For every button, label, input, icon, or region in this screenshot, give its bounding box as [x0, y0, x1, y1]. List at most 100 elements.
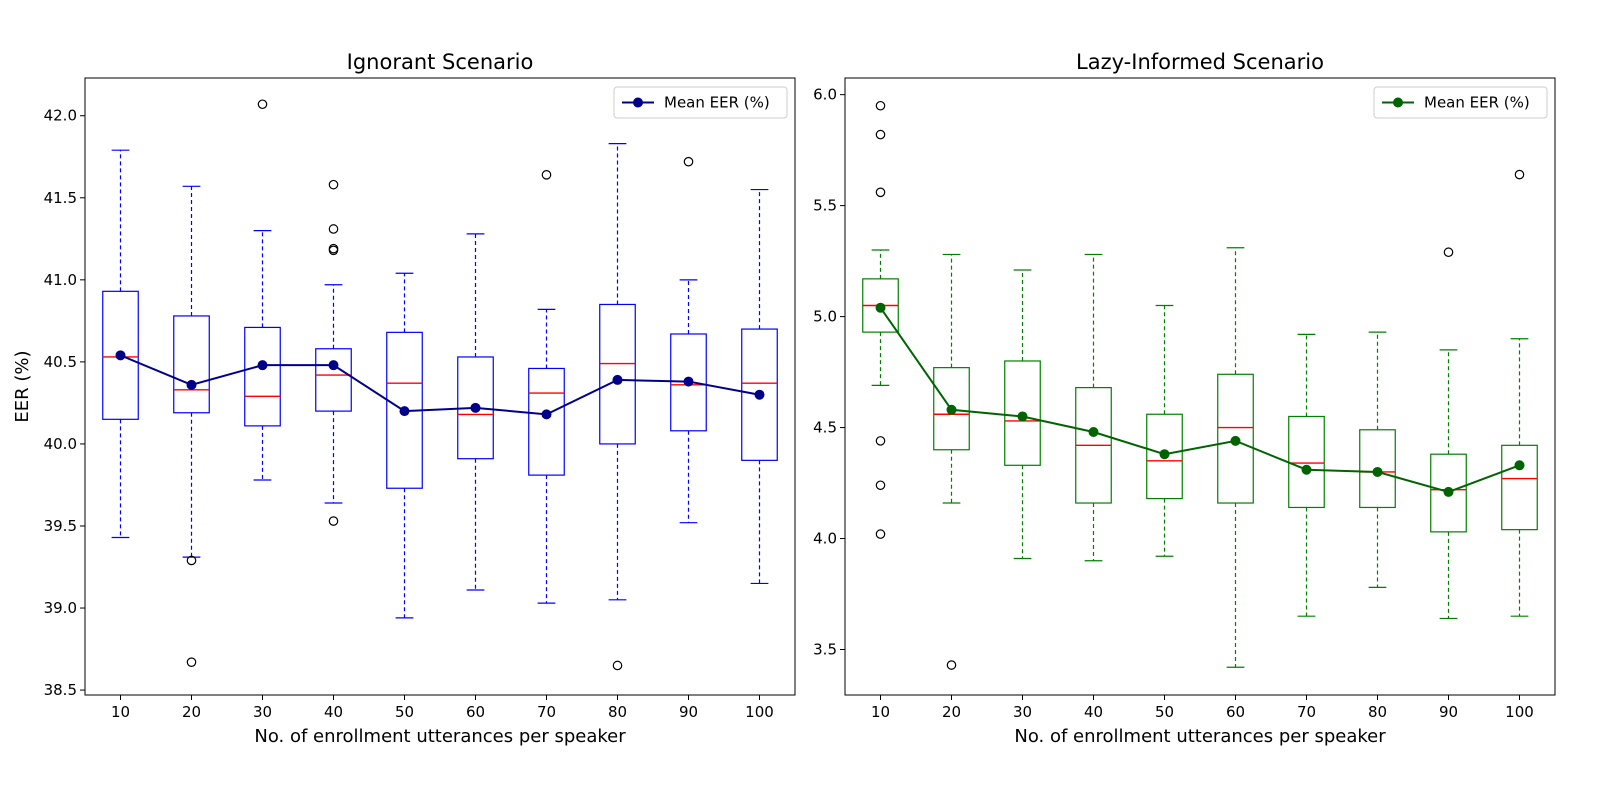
outlier-point	[875, 436, 886, 446]
mean-point	[1230, 435, 1241, 446]
iqr-box	[1004, 360, 1041, 466]
outlier-point	[328, 179, 339, 190]
outlier-point	[1514, 169, 1525, 180]
box-30	[244, 99, 281, 481]
iqr-box	[1288, 415, 1325, 509]
box-80	[599, 143, 636, 671]
legend-marker	[1393, 97, 1403, 108]
chart-title: Ignorant Scenario	[347, 50, 534, 74]
box-70	[1288, 333, 1325, 617]
box-10	[862, 100, 899, 539]
y-tick-label: 42.0	[44, 107, 77, 125]
box-50	[1146, 304, 1183, 557]
box-20	[933, 253, 970, 670]
mean-point	[1372, 466, 1383, 477]
y-tick-label: 5.5	[813, 197, 837, 215]
iqr-box	[1146, 413, 1183, 500]
y-tick-label: 4.5	[813, 419, 837, 437]
mean-point	[257, 360, 268, 371]
outlier-point	[875, 129, 886, 140]
chart-panel-lazy-informed: Lazy-Informed Scenario 3.5 4.0 4.5 5.0 5.5 6.0…	[813, 50, 1556, 747]
mean-point	[1088, 426, 1099, 437]
iqr-box	[599, 303, 636, 445]
outlier-point	[946, 660, 957, 670]
iqr-box	[933, 367, 970, 451]
x-tick-label: 60	[466, 703, 485, 721]
x-axis-label: No. of enrollment utterances per speaker	[254, 726, 626, 747]
x-tick-label: 10	[871, 703, 890, 721]
outlier-point	[875, 480, 886, 491]
y-tick-label: 6.0	[813, 86, 837, 104]
mean-point	[683, 376, 694, 387]
x-tick-label: 100	[1505, 703, 1534, 721]
box-100	[741, 188, 778, 585]
iqr-box	[1217, 373, 1254, 504]
y-tick-label: 39.0	[44, 599, 77, 617]
x-tick-label: 10	[111, 703, 130, 721]
y-tick-label: 40.5	[44, 353, 77, 371]
mean-point	[875, 302, 886, 313]
x-tick-label: 90	[679, 703, 698, 721]
outlier-point	[1443, 247, 1454, 258]
plot-frame	[844, 77, 1556, 696]
mean-line	[120, 354, 760, 416]
y-tick-label: 38.5	[44, 681, 77, 699]
x-tick-label: 90	[1439, 703, 1458, 721]
x-tick-label: 70	[1297, 703, 1316, 721]
mean-point	[328, 360, 339, 371]
mean-point	[1301, 464, 1312, 475]
mean-point	[1017, 411, 1028, 422]
box-30	[1004, 269, 1041, 560]
outlier-point	[875, 529, 886, 539]
mean-point	[946, 404, 957, 415]
x-tick-label: 70	[537, 703, 556, 721]
x-tick-label: 80	[1368, 703, 1387, 721]
outlier-point	[328, 224, 339, 234]
y-tick-label: 41.5	[44, 189, 77, 207]
legend-box	[613, 86, 788, 119]
box-100	[1501, 169, 1538, 617]
outlier-point	[257, 99, 268, 110]
iqr-box	[1501, 444, 1538, 531]
legend: Mean EER (%)	[613, 86, 788, 119]
iqr-box	[315, 348, 352, 412]
outlier-point	[612, 660, 623, 671]
iqr-box	[244, 326, 281, 427]
mean-point	[1443, 486, 1454, 497]
outlier-point	[683, 156, 694, 167]
box-50	[386, 272, 423, 619]
iqr-box	[102, 290, 139, 420]
outlier-point	[328, 516, 339, 526]
box-20	[173, 185, 210, 667]
y-tick-label: 5.0	[813, 308, 837, 326]
y-tick-label: 41.0	[44, 271, 77, 289]
iqr-box	[670, 333, 707, 432]
outlier-point	[875, 187, 886, 198]
outlier-point	[186, 555, 197, 566]
mean-point	[115, 350, 126, 361]
x-tick-label: 30	[1013, 703, 1032, 721]
legend-marker	[633, 97, 643, 108]
x-tick-label: 40	[1084, 703, 1103, 721]
legend: Mean EER (%)	[1373, 86, 1548, 119]
mean-point	[541, 409, 552, 420]
plot-frame	[84, 77, 796, 696]
x-tick-label: 30	[253, 703, 272, 721]
iqr-box	[173, 315, 210, 414]
box-40	[315, 179, 352, 526]
box-10	[102, 149, 139, 539]
y-tick-label: 40.0	[44, 435, 77, 453]
mean-point	[1159, 449, 1170, 460]
x-tick-label: 50	[1155, 703, 1174, 721]
x-tick-label: 40	[324, 703, 343, 721]
x-axis-label: No. of enrollment utterances per speaker	[1014, 726, 1386, 747]
x-tick-label: 20	[182, 703, 201, 721]
x-tick-label: 100	[745, 703, 774, 721]
y-tick-label: 3.5	[813, 641, 837, 659]
box-40	[1075, 253, 1112, 562]
iqr-box	[1359, 429, 1396, 509]
y-axis-label: EER (%)	[12, 350, 33, 422]
iqr-box	[528, 367, 565, 476]
mean-point	[754, 389, 765, 400]
